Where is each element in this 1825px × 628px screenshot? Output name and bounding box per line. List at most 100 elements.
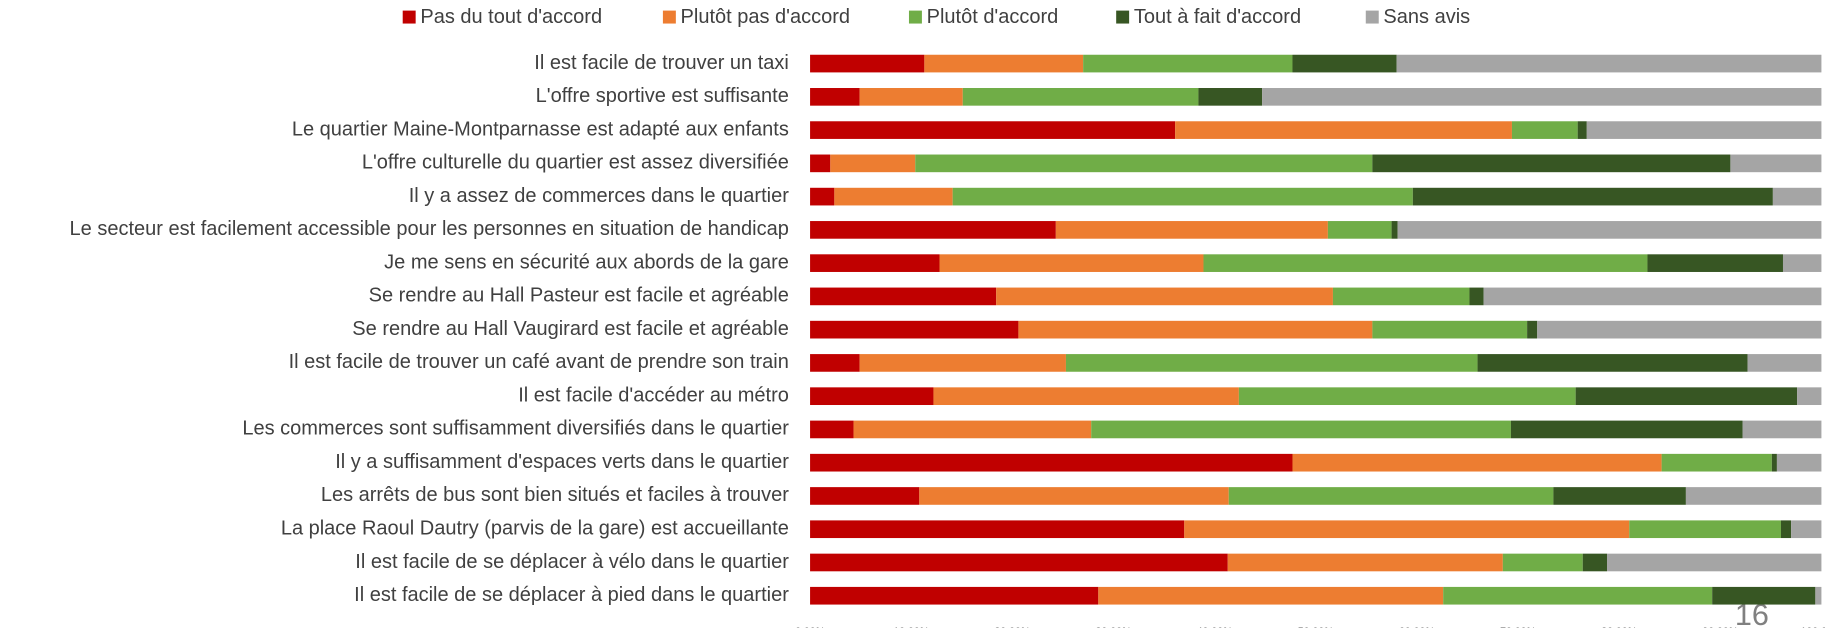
bar-segment: [1184, 520, 1630, 539]
bar-segment: [1685, 487, 1822, 505]
bar-segment: [1553, 487, 1686, 505]
bar-segment: [1483, 287, 1822, 306]
bar-segment: [1661, 453, 1772, 472]
category-label: Le quartier Maine-Montparnasse est adapt…: [292, 118, 789, 140]
x-tick-label: 100,00%: [1801, 626, 1825, 628]
bar-segment: [1502, 553, 1583, 572]
category-label: Je me sens en sécurité aux abords de la …: [384, 251, 789, 273]
bar-segment: [1227, 553, 1503, 572]
bar-segment: [1372, 154, 1731, 173]
bar-segment: [1469, 287, 1484, 306]
legend-swatch: [1365, 10, 1379, 24]
bar-segment: [1791, 520, 1822, 539]
x-tick-label: 40,00%: [1197, 626, 1233, 628]
x-tick-label: 10,00%: [893, 626, 929, 628]
category-label: Les commerces sont suffisamment diversif…: [242, 418, 789, 440]
bar-segment: [1175, 121, 1512, 139]
bar-segment: [1582, 553, 1608, 572]
bar-segment: [1797, 387, 1822, 406]
x-tick-label: 30,00%: [1096, 626, 1132, 628]
bar-segment: [1527, 320, 1538, 339]
category-label: Se rendre au Hall Pasteur est facile et …: [369, 285, 789, 307]
bar-segment: [1747, 354, 1822, 372]
bar-segment: [1262, 88, 1822, 106]
bar-segment: [1577, 121, 1587, 139]
x-tick-label: 0,00%: [795, 626, 826, 628]
bar-segment: [1510, 420, 1743, 439]
bar-segment: [1018, 320, 1373, 339]
bar-segment: [810, 221, 1056, 239]
legend-label: Plutôt d'accord: [927, 6, 1059, 28]
bar-segment: [810, 54, 925, 73]
bar-segment: [1083, 54, 1293, 73]
bar-segment: [810, 254, 940, 272]
category-label: L'offre sportive est suffisante: [536, 85, 789, 107]
bar-segment: [1397, 221, 1822, 239]
category-label: Il est facile de se déplacer à vélo dans…: [355, 551, 789, 573]
x-tick-label: 90,00%: [1702, 626, 1738, 628]
bar-segment: [1332, 287, 1470, 306]
x-tick-label: 50,00%: [1298, 626, 1334, 628]
bar-segment: [810, 487, 920, 505]
category-label: Le secteur est facilement accessible pou…: [70, 218, 789, 240]
legend-swatch: [662, 10, 676, 24]
category-label: La place Raoul Dautry (parvis de la gare…: [281, 518, 789, 540]
category-label: L'offre culturelle du quartier est assez…: [362, 152, 789, 174]
bar-segment: [810, 88, 860, 106]
category-label: Les arrêts de bus sont bien situés et fa…: [321, 484, 789, 506]
bar-segment: [924, 54, 1084, 73]
bar-segment: [1055, 221, 1328, 239]
bar-segment: [1391, 221, 1398, 239]
bar-segment: [810, 287, 997, 306]
bar-segment: [1327, 221, 1392, 239]
bar-segment: [1292, 453, 1662, 472]
bar-segment: [1742, 420, 1822, 439]
x-tick-label: 70,00%: [1500, 626, 1536, 628]
bar-segment: [952, 187, 1413, 206]
bar-segment: [810, 154, 831, 173]
legend-swatch: [1116, 10, 1130, 24]
bar-segment: [1730, 154, 1822, 173]
bar-segment: [810, 586, 1099, 605]
legend-swatch: [402, 10, 416, 24]
bar-segment: [1712, 586, 1816, 605]
bar-segment: [939, 254, 1204, 272]
bar-segment: [1647, 254, 1783, 272]
bar-segment: [1780, 520, 1792, 539]
category-label: Il y a suffisamment d'espaces verts dans…: [335, 451, 789, 473]
category-label: Il est facile de trouver un taxi: [534, 52, 789, 74]
bar-segment: [1815, 586, 1822, 605]
legend-label: Sans avis: [1383, 6, 1470, 28]
bar-segment: [810, 453, 1293, 472]
legend-label: Pas du tout d'accord: [420, 6, 602, 28]
bar-segment: [1771, 453, 1777, 472]
bar-segment: [859, 88, 963, 106]
bar-segment: [810, 354, 860, 372]
bar-segment: [933, 387, 1239, 406]
bar-segment: [1511, 121, 1578, 139]
bar-segment: [1607, 553, 1822, 572]
bar-segment: [1372, 320, 1528, 339]
x-tick-label: 80,00%: [1601, 626, 1637, 628]
bar-segment: [830, 154, 916, 173]
bar-segment: [1412, 187, 1773, 206]
bar-segment: [810, 121, 1176, 139]
x-tick-label: 60,00%: [1399, 626, 1435, 628]
bar-segment: [810, 187, 835, 206]
bar-segment: [1091, 420, 1511, 439]
bar-segment: [1537, 320, 1822, 339]
bar-segment: [1228, 487, 1554, 505]
bar-segment: [1477, 354, 1748, 372]
bar-segment: [810, 553, 1228, 572]
bar-segment: [1782, 254, 1822, 272]
category-label: Il est facile de trouver un café avant d…: [289, 351, 789, 373]
bar-segment: [1586, 121, 1822, 139]
category-label: Il y a assez de commerces dans le quarti…: [409, 185, 790, 207]
bar-segment: [1065, 354, 1478, 372]
bar-segment: [810, 520, 1185, 539]
bar-segment: [810, 387, 934, 406]
bar-segment: [810, 320, 1019, 339]
bar-segment: [1292, 54, 1397, 73]
